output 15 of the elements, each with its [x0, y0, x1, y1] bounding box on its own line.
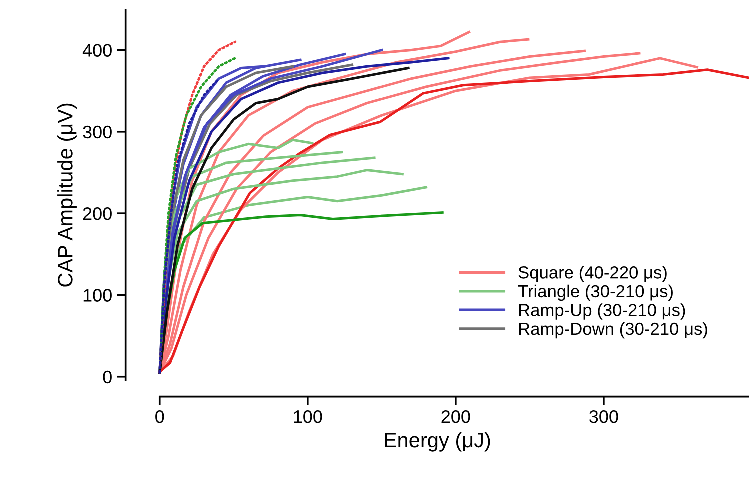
- y-tick-label: 200: [83, 208, 112, 220]
- y-tick-label: 300: [83, 126, 112, 139]
- legend-label: Ramp-Up (30-210 μs): [519, 304, 686, 320]
- y-axis-title: CAP Amplitude (μV): [58, 104, 77, 287]
- x-tick-label: 200: [442, 410, 470, 424]
- legend-label: Triangle (30-210 μs): [518, 284, 673, 302]
- legend-label: Square (40-220 μs): [518, 266, 667, 282]
- x-tick-label: 0: [156, 410, 164, 424]
- y-tick-label: 0: [103, 370, 112, 384]
- y-tick-label: 100: [84, 289, 112, 302]
- legend-label: Ramp-Down (30-210 μs): [519, 322, 708, 339]
- y-tick-label: 400: [82, 44, 112, 57]
- x-tick-label: 100: [294, 410, 322, 424]
- x-axis-title: Energy (μJ): [385, 432, 490, 452]
- x-tick-label: 300: [590, 410, 618, 424]
